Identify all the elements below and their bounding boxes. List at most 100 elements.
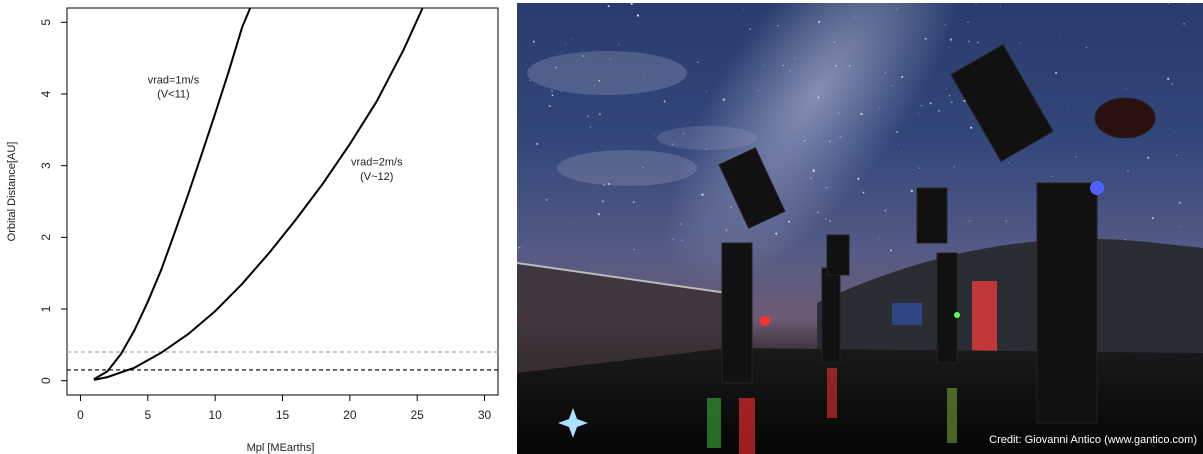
star: [969, 219, 971, 221]
star: [663, 100, 666, 103]
star: [560, 91, 562, 93]
star: [834, 64, 837, 67]
star: [891, 85, 893, 87]
star: [884, 72, 886, 74]
x-tick-label: 30: [478, 408, 492, 422]
star: [1085, 46, 1088, 49]
star: [789, 69, 791, 72]
star: [1183, 22, 1186, 25]
chart-panel: 0 5 10 15 20 25 30 0 1 2 3 4 5 Mpl [MEarths] Orbital D…: [0, 0, 510, 454]
telescope-tube: [718, 147, 786, 229]
star: [884, 209, 887, 212]
star: [839, 135, 842, 138]
star: [607, 5, 610, 8]
star: [589, 126, 592, 128]
star: [803, 139, 806, 142]
star: [824, 218, 827, 220]
star: [965, 4, 967, 6]
star: [838, 112, 840, 114]
y-tick-label: 1: [39, 305, 53, 312]
star: [679, 223, 682, 225]
star: [653, 134, 655, 136]
y-tick-label: 2: [39, 234, 53, 241]
star: [1176, 154, 1178, 156]
star: [860, 112, 863, 116]
star: [817, 211, 819, 214]
star: [898, 144, 900, 146]
star: [690, 121, 692, 122]
star: [699, 241, 701, 243]
star: [853, 142, 854, 144]
star: [701, 193, 704, 196]
star: [586, 115, 589, 118]
star: [963, 99, 966, 102]
cloud: [527, 51, 687, 95]
star: [682, 132, 685, 135]
x-axis-label: Mpl [MEarths]: [247, 442, 315, 454]
telescope-photo: Credit: Giovanni Antico (www.gantico.com…: [517, 3, 1203, 454]
star: [1008, 162, 1010, 164]
red-door: [972, 281, 997, 353]
star: [1074, 155, 1077, 158]
star: [857, 177, 860, 180]
star: [609, 58, 612, 60]
x-tick-label: 5: [144, 408, 151, 422]
star: [532, 40, 535, 43]
star: [929, 102, 932, 105]
star: [938, 110, 940, 112]
star: [706, 148, 708, 150]
star: [743, 9, 745, 11]
star: [1167, 77, 1170, 80]
star: [1058, 36, 1060, 38]
star: [777, 24, 779, 27]
star: [862, 191, 865, 194]
star: [924, 37, 927, 40]
star: [608, 183, 610, 185]
telescope-lens-cap: [1094, 97, 1156, 139]
series-label: vrad=1m/s: [148, 74, 200, 86]
star: [632, 12, 634, 13]
star: [697, 61, 700, 64]
star: [967, 221, 969, 222]
star: [817, 96, 820, 99]
star: [969, 126, 973, 129]
blue-window: [892, 303, 922, 325]
star: [775, 232, 778, 235]
y-tick-label: 3: [39, 162, 53, 169]
star: [975, 3, 977, 5]
star: [741, 130, 743, 131]
star: [618, 44, 620, 46]
photo-credit: Credit: Giovanni Antico (www.gantico.com…: [989, 434, 1197, 446]
star: [977, 41, 979, 44]
cloud: [657, 126, 757, 150]
star: [555, 66, 557, 68]
telescope-pier: [821, 267, 841, 364]
series-line: [93, 8, 252, 381]
star: [644, 78, 646, 80]
star: [642, 166, 644, 168]
x-tick-label: 15: [276, 408, 290, 422]
series-sublabel: (V<11): [157, 89, 190, 101]
star: [828, 140, 832, 143]
star: [572, 38, 574, 40]
red-reflection: [739, 398, 755, 454]
star: [948, 95, 951, 97]
star: [812, 169, 815, 172]
star: [789, 73, 791, 75]
telescopes: [718, 44, 1156, 424]
star: [718, 252, 720, 253]
series-sublabel: (V~12): [360, 171, 393, 183]
red-reflection: [827, 368, 837, 418]
star: [999, 6, 1001, 8]
star: [878, 238, 880, 240]
green-reflection: [947, 388, 957, 443]
star: [671, 143, 674, 146]
star: [518, 246, 521, 249]
y-axis-label: Orbital Distance[AU]: [6, 142, 18, 242]
star: [918, 112, 920, 114]
star: [565, 43, 566, 44]
star: [601, 200, 604, 203]
star: [1168, 3, 1170, 5]
star: [1188, 3, 1189, 5]
x-tick-label: 0: [77, 408, 84, 422]
